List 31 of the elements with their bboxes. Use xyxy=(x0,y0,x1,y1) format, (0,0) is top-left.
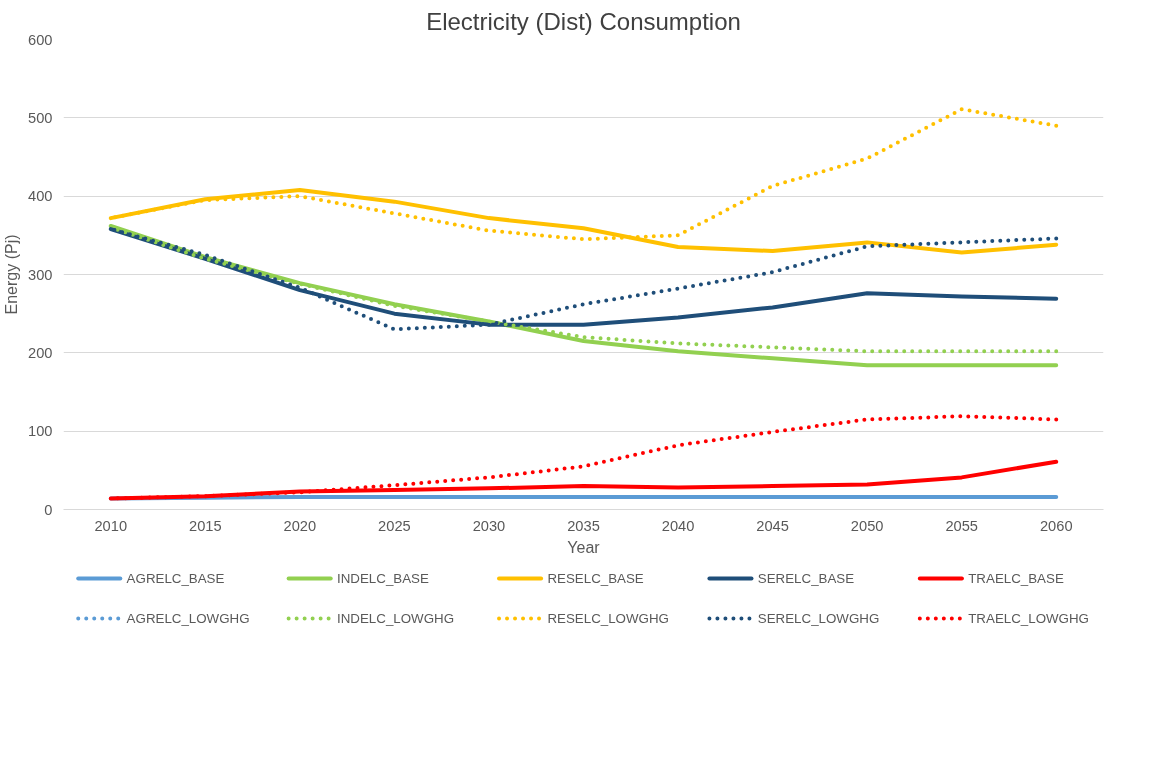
legend-label: SERELC_BASE xyxy=(757,571,855,586)
y-axis-title: Energy (Pj) xyxy=(3,234,21,315)
chart-title: Electricity (Dist) Consumption xyxy=(426,7,741,35)
x-tick-label: 2045 xyxy=(756,517,789,534)
x-tick-label: 2025 xyxy=(378,517,411,534)
x-tick-label: 2015 xyxy=(189,517,222,534)
y-tick-label: 100 xyxy=(28,423,53,440)
y-tick-label: 600 xyxy=(28,31,53,48)
legend-label: RESELC_BASE xyxy=(547,571,644,586)
x-axis-title: Year xyxy=(567,538,601,556)
x-tick-label: 2040 xyxy=(661,517,695,534)
x-tick-label: 2030 xyxy=(472,517,506,534)
x-tick-label: 2010 xyxy=(94,517,128,534)
y-tick-label: 300 xyxy=(28,266,53,283)
x-tick-label: 2055 xyxy=(945,517,978,534)
legend-label: RESELC_LOWGHG xyxy=(547,611,669,626)
y-tick-label: 0 xyxy=(44,501,53,518)
legend-label: SERELC_LOWGHG xyxy=(757,611,880,626)
y-tick-label: 200 xyxy=(28,344,53,361)
legend-label: INDELC_LOWGHG xyxy=(337,611,455,626)
x-tick-label: 2050 xyxy=(850,517,884,534)
legend-label: TRAELC_BASE xyxy=(968,571,1064,586)
y-tick-label: 400 xyxy=(28,188,53,205)
x-tick-label: 2035 xyxy=(567,517,600,534)
legend-label: AGRELC_LOWGHG xyxy=(126,611,250,626)
legend-label: AGRELC_BASE xyxy=(126,571,225,586)
x-tick-label: 2060 xyxy=(1039,517,1073,534)
legend-label: INDELC_BASE xyxy=(337,571,429,586)
y-tick-label: 500 xyxy=(28,109,53,126)
legend-label: TRAELC_LOWGHG xyxy=(968,611,1089,626)
x-tick-label: 2020 xyxy=(283,517,317,534)
